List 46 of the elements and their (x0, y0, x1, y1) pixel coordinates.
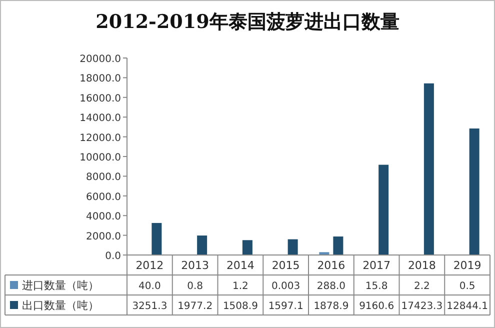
x-tick-label: 2018 (408, 259, 436, 272)
y-tick-label: 8000.0 (86, 172, 121, 184)
y-tick-label: 20000.0 (80, 54, 121, 65)
bar (152, 222, 162, 255)
chart-title: 2012-2019年泰国菠萝进出口数量 (96, 11, 400, 33)
y-tick-label: 10000.0 (80, 152, 121, 164)
x-tick-label: 2013 (181, 259, 210, 272)
data-label: 40.0 (138, 281, 161, 292)
x-tick-label: 2014 (226, 259, 254, 272)
x-tick-label: 2012 (136, 259, 164, 272)
bar (288, 239, 298, 255)
bar (378, 164, 389, 255)
y-tick-label: 0.0 (105, 251, 121, 262)
data-label: 12844.1 (446, 301, 488, 312)
y-tick-label: 16000.0 (80, 93, 121, 104)
data-label: 1977.2 (178, 301, 213, 312)
data-label: 3251.3 (132, 301, 168, 312)
x-tick-label: 2019 (453, 259, 482, 272)
legend-label: 进口数量（吨） (22, 279, 99, 292)
y-tick-label: 12000.0 (80, 132, 121, 144)
y-tick-label: 14000.0 (80, 113, 121, 124)
y-tick-label: 4000.0 (86, 212, 121, 223)
data-label: 288.0 (316, 281, 346, 292)
data-label: 0.5 (459, 281, 476, 292)
data-label: 1597.1 (268, 301, 304, 312)
data-label: 15.8 (365, 281, 388, 292)
legend-label: 出口数量（吨） (22, 299, 99, 312)
bar (333, 236, 344, 255)
y-tick-label: 18000.0 (80, 74, 121, 85)
y-tick-label: 6000.0 (86, 192, 121, 203)
x-tick-label: 2016 (317, 259, 346, 272)
bar (197, 236, 208, 255)
data-label: 9160.6 (359, 301, 394, 312)
bar (424, 83, 434, 255)
data-label: 1.2 (232, 281, 248, 292)
bar (469, 128, 480, 255)
y-tick-label: 2000.0 (86, 231, 121, 242)
data-label: 17423.3 (401, 301, 443, 312)
data-label: 1878.9 (314, 301, 349, 312)
x-tick-label: 2015 (272, 259, 300, 272)
x-tick-label: 2017 (362, 259, 391, 272)
data-label: 2.2 (414, 281, 430, 292)
data-label: 1508.9 (222, 301, 258, 312)
data-label: 0.8 (187, 281, 204, 292)
data-label: 0.003 (271, 281, 300, 292)
bar (242, 240, 252, 255)
